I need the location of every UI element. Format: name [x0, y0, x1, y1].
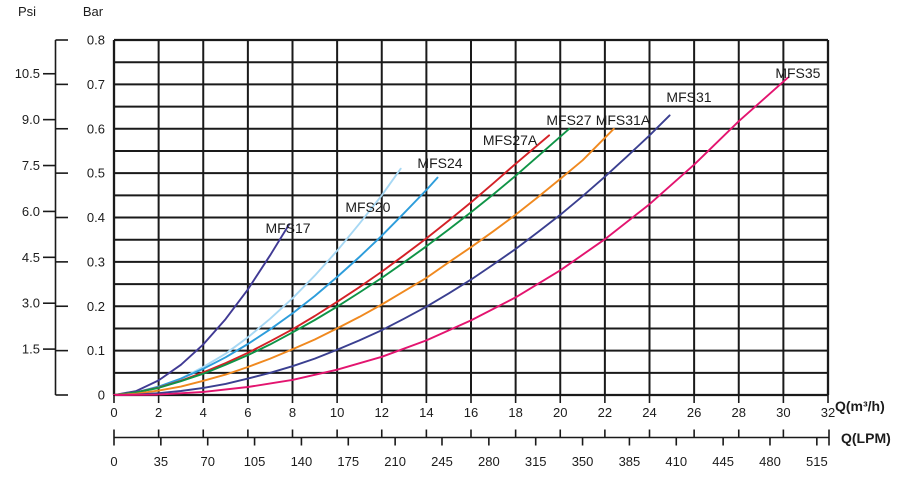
- m3h-tick-label: 2: [155, 405, 162, 420]
- m3h-tick-label: 4: [200, 405, 207, 420]
- curve-label-MFS24: MFS24: [417, 155, 462, 171]
- lpm-tick-label: 445: [712, 454, 734, 469]
- psi-tick-label: 3.0: [22, 296, 40, 311]
- lpm-tick-label: 0: [110, 454, 117, 469]
- x-axis-lpm: 0 35 70 105 140 175 210 245 280 315 350 385 410 445 48…: [110, 429, 891, 469]
- curve-MFS17: [113, 223, 291, 396]
- m3h-tick-label: 24: [642, 405, 656, 420]
- curve-MFS27: [113, 127, 571, 396]
- psi-axis-title: Psi: [18, 4, 36, 19]
- psi-tick-label: 7.5: [22, 158, 40, 173]
- m3h-tick-label: 8: [289, 405, 296, 420]
- bar-tick-label: 0.1: [87, 343, 105, 358]
- bar-tick-label: 0.5: [87, 166, 105, 181]
- bar-tick-label: 0.8: [87, 33, 105, 48]
- grid: [112, 38, 830, 397]
- bar-tick-label: 0.3: [87, 254, 105, 269]
- lpm-tick-label: 105: [244, 454, 266, 469]
- m3h-tick-label: 16: [464, 405, 478, 420]
- curve-MFS27A: [113, 134, 551, 396]
- m3h-tick-label: 12: [375, 405, 389, 420]
- bar-tick-label: 0.7: [87, 77, 105, 92]
- m3h-axis-title: Q(m³/h): [835, 398, 885, 414]
- lpm-tick-label: 410: [665, 454, 687, 469]
- m3h-tick-label: 20: [553, 405, 567, 420]
- lpm-tick-label: 70: [200, 454, 214, 469]
- m3h-tick-label: 0: [110, 405, 117, 420]
- m3h-tick-label: 18: [508, 405, 522, 420]
- lpm-tick-label: 35: [154, 454, 168, 469]
- psi-tick-label: 1.5: [22, 342, 40, 357]
- psi-tick-label: 10.5: [15, 66, 40, 81]
- bar-tick-label: 0: [98, 388, 105, 403]
- m3h-tick-label: 28: [732, 405, 746, 420]
- curve-MFS35: [113, 76, 789, 396]
- m3h-tick-label: 30: [776, 405, 790, 420]
- curve-MFS24: [113, 176, 439, 396]
- lpm-tick-label: 245: [431, 454, 453, 469]
- x-axis-m3h: 0 2 4 6 8 10 12 14 16 18 20 22 24 26 28 30 32 Q(m³/h): [110, 395, 885, 420]
- curve-label-MFS31A: MFS31A: [596, 112, 651, 128]
- lpm-tick-label: 280: [478, 454, 500, 469]
- psi-tick-label: 9.0: [22, 112, 40, 127]
- m3h-tick-label: 22: [598, 405, 612, 420]
- psi-tick-label: 4.5: [22, 250, 40, 265]
- lpm-tick-label: 315: [525, 454, 547, 469]
- curve-label-MFS17: MFS17: [265, 220, 310, 236]
- bar-tick-label: 0.2: [87, 299, 105, 314]
- m3h-tick-label: 10: [330, 405, 344, 420]
- curve-label-MFS20: MFS20: [345, 199, 390, 215]
- lpm-tick-label: 175: [337, 454, 359, 469]
- lpm-tick-label: 350: [572, 454, 594, 469]
- lpm-tick-label: 140: [291, 454, 313, 469]
- m3h-tick-label: 32: [821, 405, 835, 420]
- curve-label-MFS27A: MFS27A: [483, 132, 538, 148]
- lpm-axis-title: Q(LPM): [841, 430, 891, 446]
- y-axes: 0.8 0.7 0.6 0.5 0.4 0.3 0.2 0.1 0 10.5 9.0 7.5 6.0 4.…: [15, 4, 105, 403]
- lpm-tick-label: 210: [384, 454, 406, 469]
- psi-tick-label: 6.0: [22, 204, 40, 219]
- m3h-tick-label: 6: [244, 405, 251, 420]
- lpm-tick-label: 515: [806, 454, 828, 469]
- lpm-tick-label: 480: [759, 454, 781, 469]
- curve-label-MFS31: MFS31: [666, 89, 711, 105]
- bar-tick-label: 0.6: [87, 121, 105, 136]
- curve-MFS31A: [113, 127, 615, 396]
- m3h-tick-label: 26: [687, 405, 701, 420]
- bar-tick-label: 0.4: [87, 210, 105, 225]
- curves: MFS17 MFS20 MFS24 MFS27A MFS27 MFS31A MFS31 MFS…: [113, 65, 821, 396]
- m3h-tick-label: 14: [419, 405, 433, 420]
- lpm-tick-label: 385: [619, 454, 641, 469]
- curve-label-MFS35: MFS35: [775, 65, 820, 81]
- curve-label-MFS27: MFS27: [546, 112, 591, 128]
- bar-axis-title: Bar: [83, 4, 104, 19]
- curve-MFS31: [113, 114, 671, 396]
